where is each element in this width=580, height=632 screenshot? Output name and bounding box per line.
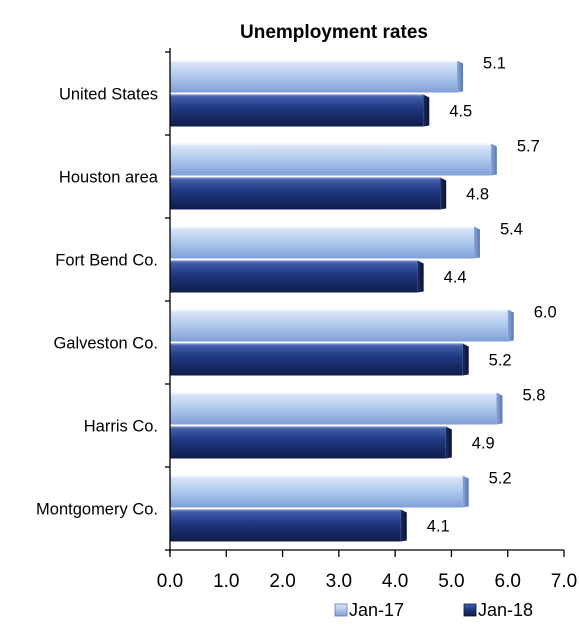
legend-item: Jan-18: [463, 600, 533, 620]
category-label-montgomery-co: Montgomery Co.: [36, 501, 158, 519]
bar-cap: [496, 392, 503, 425]
bar-group: [170, 177, 447, 210]
x-tick-label: 5.0: [438, 571, 464, 592]
plot-area: 5.1 4.5 5.7 4.8 5.4 4.4 6.0 5.2 5.8 4.9 5.2 4.1: [170, 55, 557, 542]
bar-group: [170, 94, 430, 127]
bar-cap: [462, 475, 469, 508]
bar-group: [170, 309, 514, 342]
bar-group: [170, 343, 469, 376]
bar-cap: [417, 260, 424, 293]
legend-swatch: [334, 603, 348, 617]
bar-cap: [457, 60, 464, 93]
bar-group: [170, 60, 464, 93]
bar-montgomery-co-series-2: [170, 509, 401, 542]
data-label: 5.2: [489, 352, 512, 370]
bar-fort-bend-co-series-2: [170, 260, 418, 293]
category-label-harris-co: Harris Co.: [84, 418, 158, 436]
bar-fort-bend-co-series-1: [170, 226, 474, 259]
data-label: 4.4: [444, 269, 467, 287]
data-label: 5.8: [522, 387, 545, 405]
category-label-galveston-co: Galveston Co.: [53, 335, 158, 353]
x-tick-label: 7.0: [551, 571, 577, 592]
bar-cap: [473, 226, 480, 259]
data-label: 4.5: [449, 103, 472, 121]
bar-group: [170, 475, 469, 508]
bar-cap: [462, 343, 469, 376]
legend-label: Jan-18: [478, 600, 533, 620]
bar-cap: [490, 143, 497, 176]
data-label: 4.8: [466, 186, 489, 204]
x-tick-label: 6.0: [495, 571, 521, 592]
bar-group: [170, 426, 452, 459]
bar-group: [170, 260, 424, 293]
bar-cap: [507, 309, 514, 342]
data-label: 4.1: [427, 518, 450, 536]
bar-cap: [445, 426, 452, 459]
x-tick-label: 4.0: [382, 571, 408, 592]
bar-united-states-series-1: [170, 60, 458, 93]
bar-cap: [440, 177, 447, 210]
data-label: 5.2: [489, 470, 512, 488]
chart-title: Unemployment rates: [240, 22, 428, 43]
data-label: 6.0: [534, 304, 557, 322]
x-tick-label: 0.0: [157, 571, 183, 592]
x-tick-label: 1.0: [213, 571, 239, 592]
legend: Jan-17 Jan-18: [334, 600, 533, 620]
bar-harris-co-series-1: [170, 392, 497, 425]
bar-galveston-co-series-2: [170, 343, 463, 376]
bar-group: [170, 509, 407, 542]
legend-label: Jan-17: [349, 600, 404, 620]
data-label: 5.7: [517, 138, 540, 156]
bar-galveston-co-series-1: [170, 309, 508, 342]
bar-montgomery-co-series-1: [170, 475, 463, 508]
bar-harris-co-series-2: [170, 426, 446, 459]
data-label: 4.9: [472, 435, 495, 453]
x-tick-label: 2.0: [269, 571, 295, 592]
data-label: 5.4: [500, 221, 523, 239]
bar-cap: [423, 94, 430, 127]
bar-houston-area-series-2: [170, 177, 441, 210]
bar-cap: [400, 509, 407, 542]
category-label-fort-bend-co: Fort Bend Co.: [55, 252, 158, 270]
data-label: 5.1: [483, 55, 506, 73]
bar-group: [170, 392, 503, 425]
bar-group: [170, 143, 497, 176]
category-label-houston-area: Houston area: [59, 169, 159, 187]
axes: United States Houston area Fort Bend Co. Ga…: [36, 48, 577, 592]
bar-group: [170, 226, 480, 259]
x-tick-label: 3.0: [326, 571, 352, 592]
bar-united-states-series-2: [170, 94, 424, 127]
legend-item: Jan-17: [334, 600, 404, 620]
category-label-united-states: United States: [59, 86, 158, 104]
legend-swatch: [463, 603, 477, 617]
bar-houston-area-series-1: [170, 143, 491, 176]
